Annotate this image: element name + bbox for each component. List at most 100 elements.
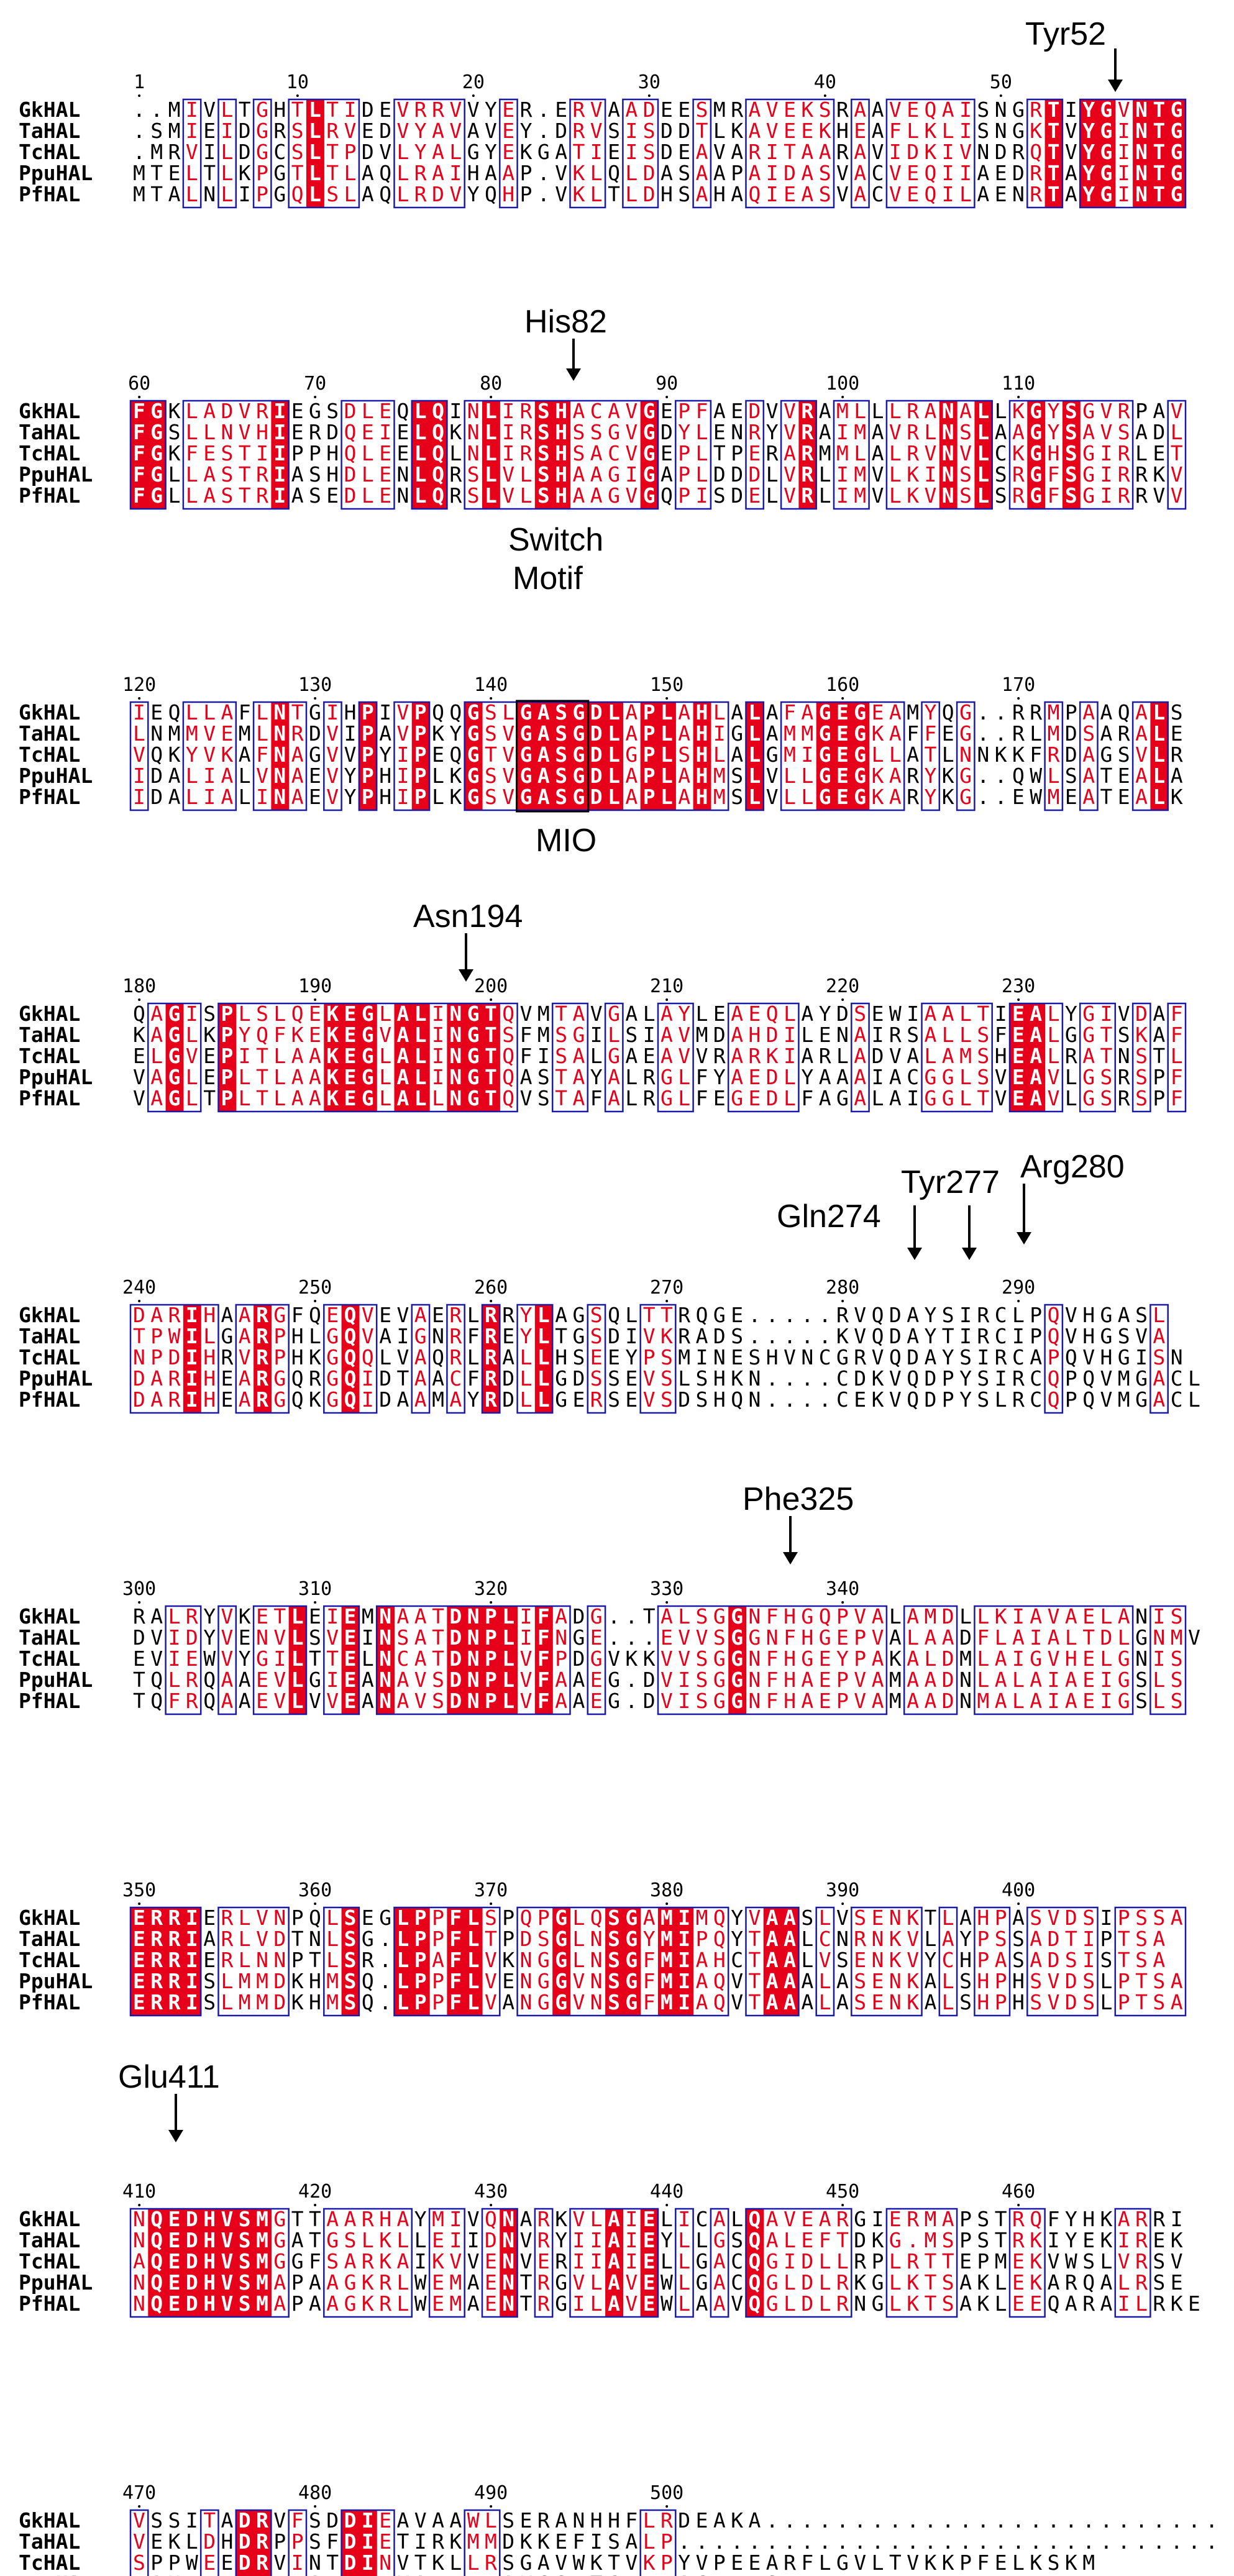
position-tick — [138, 1300, 141, 1302]
arrowhead-tyr277 — [962, 1248, 977, 1260]
conservation-box — [675, 400, 712, 510]
conservation-box — [639, 2509, 677, 2576]
identity-column — [235, 2510, 254, 2576]
position-number: 80 — [480, 373, 502, 395]
identity-column — [500, 2209, 518, 2317]
label-arg280: Arg280 — [1020, 1149, 1125, 1185]
alignment-block: 60 70 80 90 100 110 GkHAL F G K L A D V R I E G S D L E Q L Q I N L… — [19, 373, 1187, 510]
position-number: 30 — [638, 71, 660, 93]
position-tick — [841, 1601, 844, 1604]
identity-column — [939, 401, 957, 509]
conservation-box — [129, 1906, 202, 2017]
conservation-box — [446, 1304, 465, 1414]
conservation-box — [411, 400, 448, 510]
identity-column — [482, 1003, 500, 1112]
label-tyr52: Tyr52 — [1025, 16, 1106, 52]
organism-name: GkHAL — [19, 1604, 80, 1628]
conservation-box — [129, 1304, 219, 1414]
identity-column — [218, 2209, 237, 2317]
alignment-block: 300 310 320 330 340 GkHAL R A L R Y V K E T L E I E M N A A T D N… — [19, 1578, 1200, 1715]
conservation-box — [1026, 98, 1064, 209]
label-his82: His82 — [524, 304, 607, 340]
identity-column — [605, 702, 623, 810]
position-number: 50 — [990, 71, 1012, 93]
organism-name: TaHAL — [19, 2529, 80, 2554]
arrowhead-arg280 — [1017, 1232, 1031, 1245]
position-number: 290 — [1002, 1277, 1035, 1299]
position-tick — [314, 697, 317, 700]
position-number: 440 — [650, 2181, 683, 2203]
position-number: 300 — [122, 1578, 156, 1600]
position-tick — [314, 2204, 317, 2206]
identity-column — [482, 1305, 500, 1413]
position-tick — [665, 396, 669, 398]
identity-column — [605, 2209, 623, 2317]
conservation-box — [182, 400, 290, 510]
identity-column — [429, 401, 447, 509]
position-number: 230 — [1002, 975, 1035, 997]
position-number: 400 — [1002, 1879, 1035, 1901]
identity-column — [271, 702, 290, 810]
conservation-box — [622, 98, 659, 209]
identity-column — [534, 1606, 553, 1714]
conservation-box — [885, 400, 993, 510]
conservation-box — [235, 2509, 272, 2576]
position-number: 500 — [650, 2482, 683, 2504]
conservation-box — [1079, 1002, 1117, 1113]
arrowhead-gln274 — [907, 1248, 922, 1260]
position-number: 240 — [122, 1277, 156, 1299]
organism-name: TaHAL — [19, 420, 80, 444]
organism-name: PpuHAL — [19, 1065, 93, 1089]
organism-name: GkHAL — [19, 1906, 80, 1930]
position-number: 170 — [1002, 674, 1035, 696]
conservation-box — [569, 98, 606, 209]
alignment-block: 120 130 140 150 160 170 GkHAL I E Q L L A F L N T G I H P I V P… — [19, 674, 1183, 811]
position-number: 180 — [122, 975, 156, 997]
organism-name: PfHAL — [19, 2291, 80, 2316]
conservation-box — [851, 1906, 923, 2017]
position-tick — [665, 2505, 669, 2508]
position-tick — [314, 1300, 317, 1302]
conservation-box — [481, 1304, 501, 1414]
identity-column — [640, 2209, 659, 2317]
arrowhead-glu411 — [168, 2130, 183, 2142]
conservation-box — [745, 701, 765, 811]
identity-column — [271, 401, 290, 509]
position-number: 360 — [298, 1879, 332, 1901]
conservation-box — [1149, 1304, 1169, 1414]
identity-column — [411, 401, 430, 509]
position-tick — [138, 998, 141, 1001]
conservation-box — [393, 98, 465, 209]
conservation-box — [340, 400, 395, 510]
conservation-box — [1131, 701, 1169, 811]
identity-column — [254, 2510, 272, 2576]
organism-name: TaHAL — [19, 1625, 80, 1650]
position-tick — [138, 1601, 141, 1604]
identity-column — [130, 401, 149, 509]
identity-column — [587, 702, 606, 810]
identity-column — [183, 1907, 201, 2016]
organism-name: GkHAL — [19, 2207, 80, 2231]
organism-name: TcHAL — [19, 140, 80, 164]
organism-name: PfHAL — [19, 483, 80, 508]
conservation-box — [604, 1002, 624, 1113]
conservation-box — [1008, 1002, 1064, 1113]
identity-column — [746, 2209, 764, 2317]
conservation-box — [199, 2509, 219, 2576]
conservation-box — [323, 2208, 413, 2318]
position-tick — [665, 1601, 669, 1604]
organism-name: TcHAL — [19, 2551, 80, 2575]
organism-name: GkHAL — [19, 2508, 80, 2533]
conservation-box — [675, 2208, 694, 2318]
position-number: 460 — [1002, 2181, 1035, 2203]
conservation-box — [657, 1605, 888, 1715]
identity-column — [464, 1606, 483, 1714]
position-number: 420 — [298, 2181, 332, 2203]
